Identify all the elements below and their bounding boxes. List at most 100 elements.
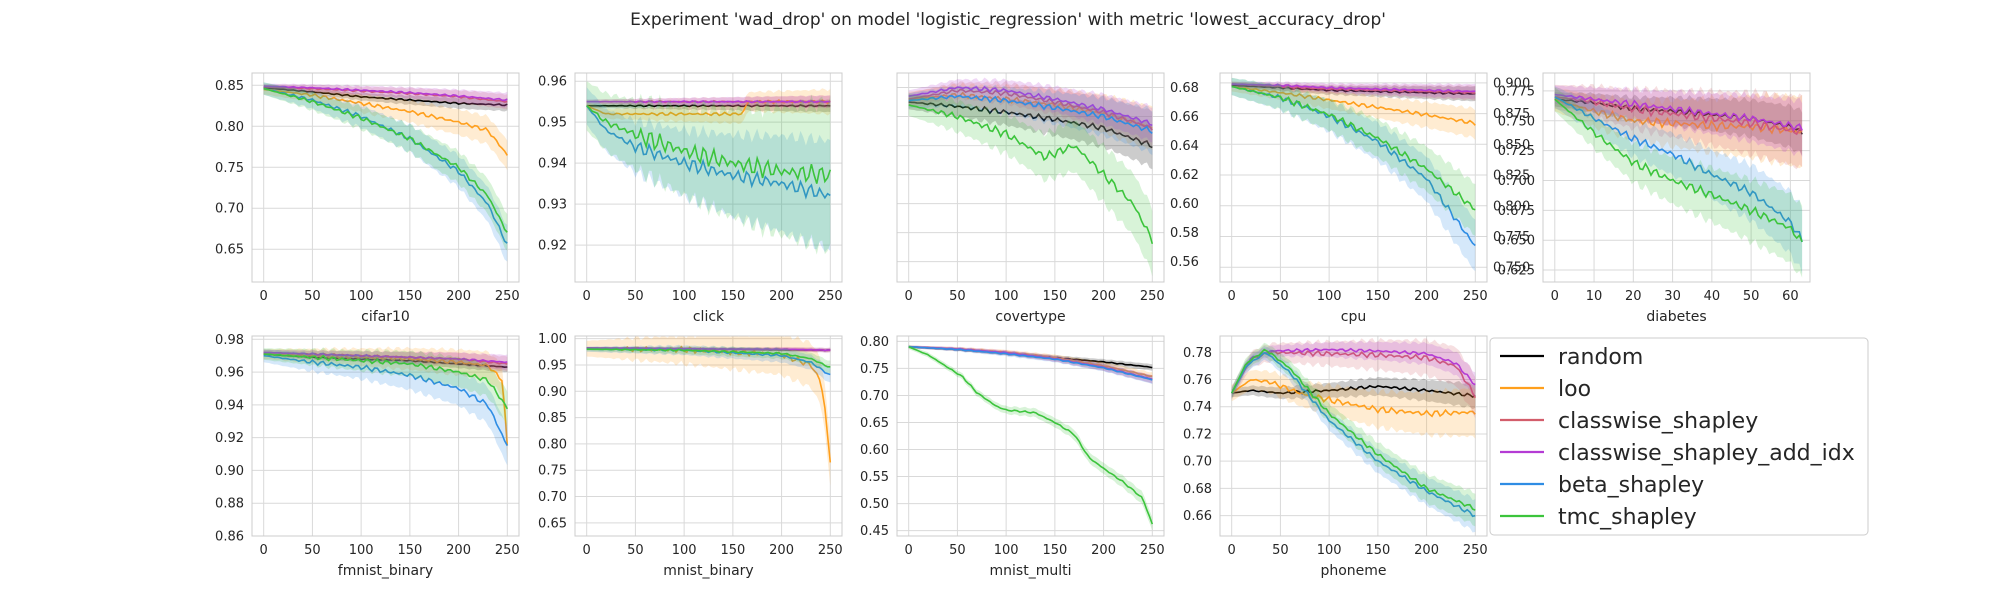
y-tick-label: 0.80 <box>538 437 567 452</box>
y-tick-label: 0.75 <box>538 464 567 479</box>
band-beta_shapley <box>908 345 1153 385</box>
band-classwise_shapley_add_idx <box>1231 340 1476 398</box>
line-beta_shapley <box>908 94 1153 134</box>
y-tick-label: 0.94 <box>215 398 244 413</box>
band-loo <box>908 82 1153 150</box>
x-axis-label: mnist_binary <box>663 563 753 579</box>
line-classwise_shapley_add_idx <box>586 100 831 104</box>
x-axis-label: phoneme <box>1320 563 1386 579</box>
band-loo <box>263 346 508 461</box>
x-tick-label: 150 <box>720 543 745 558</box>
band-loo <box>586 336 831 487</box>
y-tick-label: 0.60 <box>860 443 889 458</box>
band-tmc_shapley <box>1554 87 1803 278</box>
axes-frame <box>574 335 843 537</box>
y-tick-label: 0.94 <box>538 157 567 172</box>
x-tick-label: 10 <box>1586 289 1603 304</box>
y-tick-label: 0.625 <box>1498 264 1535 279</box>
x-tick-label: 150 <box>1042 543 1067 558</box>
line-beta_shapley <box>908 346 1153 381</box>
x-axis-label: cifar10 <box>361 309 410 325</box>
axes-frame <box>574 72 843 283</box>
axes-frame <box>1542 72 1811 283</box>
x-tick-label: 250 <box>1140 543 1165 558</box>
x-axis-label: click <box>693 309 725 325</box>
x-tick-label: 60 <box>1782 289 1799 304</box>
x-tick-label: 100 <box>994 543 1019 558</box>
y-tick-label: 0.92 <box>215 431 244 446</box>
x-tick-label: 50 <box>304 543 321 558</box>
band-beta_shapley <box>1554 86 1803 275</box>
y-tick-label: 0.65 <box>215 243 244 258</box>
x-tick-label: 50 <box>949 289 966 304</box>
line-tmc_shapley <box>586 348 831 368</box>
band-classwise_shapley_add_idx <box>908 345 1153 384</box>
line-classwise_shapley <box>908 88 1153 131</box>
band-beta_shapley <box>263 349 508 466</box>
band-classwise_shapley_add_idx <box>908 77 1153 143</box>
line-classwise_shapley_add_idx <box>586 347 831 352</box>
x-tick-label: 200 <box>1091 289 1116 304</box>
x-tick-label: 100 <box>672 289 697 304</box>
x-tick-label: 40 <box>1704 289 1721 304</box>
line-tmc_shapley <box>908 104 1154 245</box>
x-tick-label: 100 <box>349 289 374 304</box>
x-tick-label: 100 <box>672 543 697 558</box>
x-tick-label: 0 <box>583 289 591 304</box>
y-tick-label: 0.750 <box>1498 114 1535 129</box>
y-tick-label: 0.65 <box>860 416 889 431</box>
x-tick-label: 200 <box>769 543 794 558</box>
line-classwise_shapley_add_idx <box>1230 347 1476 394</box>
y-tick-label: 0.750 <box>1493 261 1530 276</box>
legend-label-classwise_shapley_add_idx: classwise_shapley_add_idx <box>1558 441 1855 466</box>
line-beta_shapley <box>1554 96 1803 243</box>
axes-frame <box>1219 72 1488 283</box>
x-axis-label: fmnist_binary <box>338 563 433 579</box>
subplot-phoneme: 0 50 100 150 200 250 0.66 0.68 0.70 0.72 0.74 0.76 0… <box>1183 335 1488 579</box>
y-tick-label: 0.93 <box>538 198 567 213</box>
x-tick-label: 250 <box>1463 289 1488 304</box>
legend-label-loo: loo <box>1558 377 1591 402</box>
y-tick-label: 0.74 <box>1183 400 1212 415</box>
line-classwise_shapley_add_idx <box>263 85 508 102</box>
x-tick-label: 200 <box>1091 543 1116 558</box>
band-classwise_shapley_add_idx <box>1231 81 1476 99</box>
line-random <box>1231 84 1476 96</box>
line-tmc_shapley <box>263 353 509 410</box>
x-tick-label: 50 <box>627 543 644 558</box>
y-tick-label: 0.825 <box>1493 169 1530 184</box>
line-beta_shapley <box>1231 85 1476 247</box>
y-tick-label: 0.90 <box>538 385 567 400</box>
x-tick-label: 0 <box>260 289 268 304</box>
band-classwise_shapley_add_idx <box>1554 85 1803 157</box>
y-tick-label: 0.96 <box>215 366 244 381</box>
subplot-cifar10: 0 50 100 150 200 250 0.65 0.70 0.75 0.80 0.85 cifar… <box>215 72 520 325</box>
y-tick-label: 0.86 <box>215 530 244 545</box>
y-tick-label: 0.775 <box>1493 230 1530 245</box>
x-tick-label: 20 <box>1625 289 1642 304</box>
x-axis-label: diabetes <box>1646 309 1706 325</box>
y-tick-label: 0.70 <box>538 490 567 505</box>
y-tick-label: 1.00 <box>538 332 567 347</box>
x-tick-label: 200 <box>446 543 471 558</box>
y-tick-label: 0.96 <box>538 75 567 90</box>
y-tick-label: 0.68 <box>1170 81 1199 96</box>
y-tick-label: 0.80 <box>860 335 889 350</box>
band-beta_shapley <box>1231 77 1476 272</box>
x-tick-label: 250 <box>495 289 520 304</box>
x-tick-label: 150 <box>1365 543 1390 558</box>
x-tick-label: 150 <box>397 543 422 558</box>
x-axis-label: cpu <box>1341 309 1366 325</box>
y-tick-label: 0.55 <box>860 470 889 485</box>
line-random <box>908 101 1153 149</box>
line-classwise_shapley <box>1554 96 1803 136</box>
line-tmc_shapley <box>263 87 508 233</box>
subplot-cpu: 0 50 100 150 200 250 0.750 0.775 0.800 0.825 0.850… <box>1219 72 1530 325</box>
legend-label-tmc_shapley: tmc_shapley <box>1558 505 1697 530</box>
legend: random loo classwise_shapley classwise_shap… <box>1489 337 1869 536</box>
line-random <box>263 87 508 107</box>
band-classwise_shapley_add_idx <box>263 83 508 108</box>
band-classwise_shapley <box>1231 337 1476 419</box>
legend-label-classwise_shapley: classwise_shapley <box>1558 409 1758 434</box>
subplot-mnist_multi: 0 50 100 150 200 250 0.45 0.50 0.55 0.60 0.65 0.70 0… <box>860 335 1165 579</box>
